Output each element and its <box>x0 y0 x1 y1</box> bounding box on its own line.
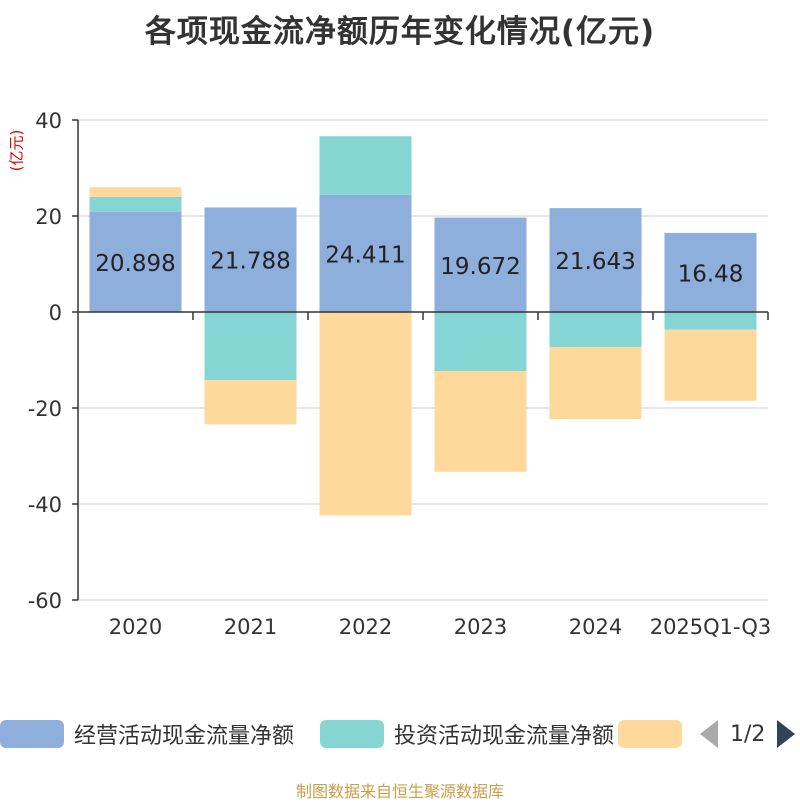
bar-series-2-2023 <box>434 371 527 472</box>
bar-series-1-2024 <box>549 312 642 348</box>
data-label: 21.788 <box>210 249 290 275</box>
legend-swatch-operating <box>0 720 64 748</box>
bar-series-0-2024 <box>549 208 642 312</box>
y-tick-label: -60 <box>28 589 62 613</box>
x-tick-label: 2021 <box>224 615 277 639</box>
bar-series-2-2025Q1-Q3 <box>664 329 757 401</box>
bar-series-1-2021 <box>204 312 297 381</box>
bar-series-2-2024 <box>549 347 642 420</box>
legend-prev-arrow-icon[interactable] <box>700 720 718 748</box>
y-tick-label: 20 <box>35 205 62 229</box>
bar-series-0-2023 <box>434 217 527 312</box>
x-tick-label: 2024 <box>569 615 622 639</box>
legend-next-arrow-icon[interactable] <box>777 720 796 748</box>
y-tick-label: -40 <box>28 493 62 517</box>
legend-item-operating[interactable]: 经营活动现金流量净额 <box>0 712 294 756</box>
bar-series-2-2022 <box>319 312 412 516</box>
bar-series-2-2021 <box>204 380 297 425</box>
bar-series-1-2022 <box>319 136 412 195</box>
data-label: 20.898 <box>95 251 175 277</box>
legend-swatch-investing <box>320 720 384 748</box>
legend-item-financing[interactable] <box>618 712 692 756</box>
data-label: 16.48 <box>678 261 744 287</box>
x-tick-label: 2023 <box>454 615 507 639</box>
legend-label-investing: 投资活动现金流量净额 <box>394 724 615 749</box>
legend-swatch-financing <box>618 720 682 748</box>
data-label: 21.643 <box>555 249 635 275</box>
y-tick-label: -20 <box>28 397 62 421</box>
y-tick-label: 40 <box>35 109 62 133</box>
x-tick-label: 2022 <box>339 615 392 639</box>
legend-pager: 1/2 <box>700 712 796 756</box>
chart-plot: 40 20 0 -20 -40 -60 20.898 21.788 24.411 19.672 21… <box>28 109 772 639</box>
bar-series-1-2025Q1-Q3 <box>664 312 757 330</box>
data-source-note: 制图数据来自恒生聚源数据库 <box>295 782 504 801</box>
bar-series-0-2021 <box>204 207 297 312</box>
data-label: 24.411 <box>325 242 405 268</box>
bar-series-1-2020 <box>89 196 182 212</box>
bar-series-0-2022 <box>319 194 412 312</box>
x-tick-label: 2020 <box>109 615 162 639</box>
bar-series-0-2025Q1-Q3 <box>664 232 757 312</box>
y-tick-label: 0 <box>49 301 62 325</box>
bar-series-0-2020 <box>89 211 182 312</box>
legend: 经营活动现金流量净额 投资活动现金流量净额 1/2 <box>0 712 800 756</box>
bar-series-1-2023 <box>434 312 527 372</box>
legend-page-indicator: 1/2 <box>730 721 766 747</box>
chart-title: 各项现金流净额历年变化情况(亿元) <box>144 14 656 50</box>
data-label: 19.672 <box>440 254 520 280</box>
legend-label-operating: 经营活动现金流量净额 <box>74 724 295 749</box>
legend-item-investing[interactable]: 投资活动现金流量净额 <box>320 712 614 756</box>
x-tick-label: 2025Q1-Q3 <box>650 615 772 639</box>
bar-series-2-2020 <box>89 187 182 197</box>
